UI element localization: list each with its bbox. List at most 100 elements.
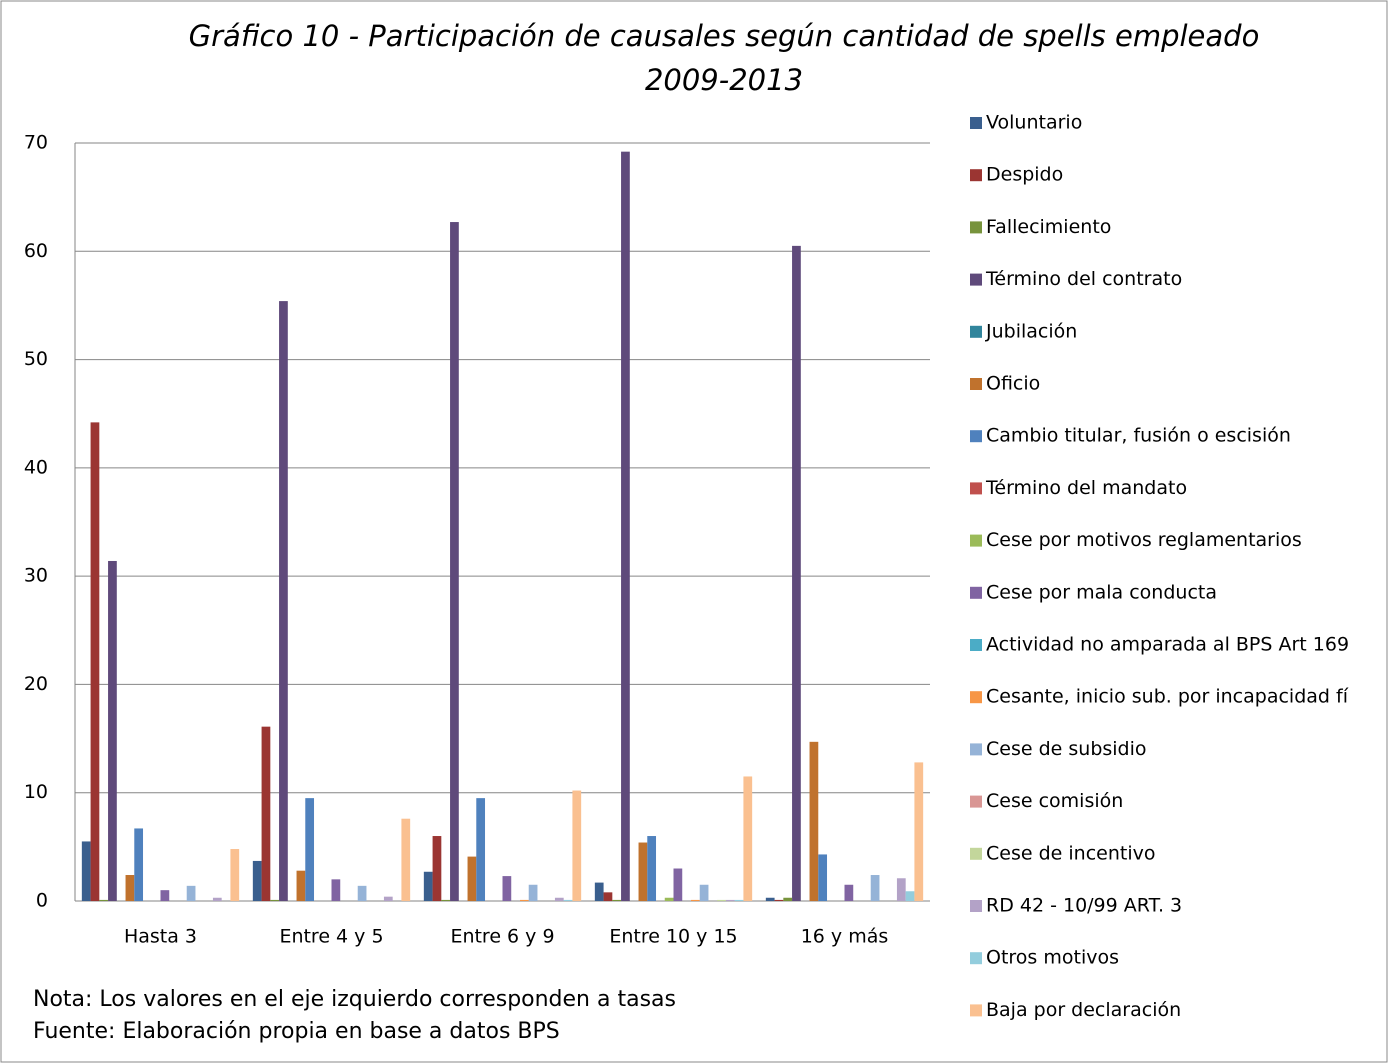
bar	[99, 899, 109, 901]
bar	[90, 422, 100, 901]
bar	[305, 798, 315, 901]
bar	[270, 899, 280, 901]
bar	[572, 790, 582, 901]
note: Nota: Los valores en el eje izquierdo co…	[33, 987, 676, 1012]
bar	[432, 836, 442, 901]
x-tick-label: Entre 4 y 5	[279, 926, 383, 948]
bar	[690, 899, 700, 901]
bar	[108, 560, 117, 901]
x-tick-label: 16 y más	[801, 926, 889, 948]
legend-label: Jubilación	[985, 320, 1077, 342]
y-tick-label: 10	[24, 781, 48, 803]
legend-swatch	[970, 325, 982, 338]
bar	[467, 856, 477, 901]
legend-label: Cesante, inicio sub. por incapacidad fí	[986, 686, 1349, 708]
legend-label: Cese de incentivo	[986, 842, 1155, 864]
bar	[160, 890, 170, 901]
bar	[401, 818, 411, 901]
legend-swatch	[970, 952, 982, 965]
y-tick-label: 60	[24, 240, 48, 262]
x-tick-label: Entre 10 y 15	[609, 926, 737, 948]
legend-swatch	[970, 639, 982, 651]
bar	[774, 899, 784, 901]
y-tick-label: 20	[24, 673, 48, 695]
bar	[502, 876, 512, 901]
bar	[809, 741, 819, 901]
bar	[783, 897, 793, 901]
bar	[638, 842, 648, 901]
legend-label: Actividad no amparada al BPS Art 169	[986, 634, 1349, 656]
legend-label: Cese por mala conducta	[986, 581, 1217, 603]
bar	[699, 884, 709, 901]
y-tick-label: 0	[36, 890, 48, 912]
bar	[896, 878, 906, 901]
bar	[734, 899, 744, 901]
legend-label: Cambio titular, fusión o escisión	[986, 425, 1291, 447]
legend-swatch	[970, 117, 982, 129]
bar	[844, 884, 854, 901]
note: Fuente: Elaboración propia en base a dat…	[33, 1019, 560, 1044]
legend-swatch	[970, 534, 982, 547]
x-tick-label: Entre 6 y 9	[450, 926, 554, 948]
legend-label: Término del contrato	[985, 268, 1182, 290]
legend-swatch	[970, 691, 982, 704]
bar	[383, 896, 393, 901]
chart-title: Gráfico 10 - Participación de causales s…	[189, 19, 1260, 53]
bar	[818, 854, 828, 901]
bar	[212, 897, 222, 901]
bar	[603, 892, 613, 901]
bar	[743, 776, 753, 901]
bar	[357, 885, 367, 901]
bar	[81, 841, 91, 901]
bar	[792, 245, 801, 901]
bar	[647, 836, 657, 901]
y-tick-label: 50	[24, 348, 48, 370]
bar	[870, 875, 880, 901]
bar	[612, 899, 622, 901]
bar	[765, 897, 775, 901]
legend-label: Oficio	[986, 373, 1040, 395]
bar	[914, 762, 924, 901]
bar	[528, 884, 538, 901]
bar	[673, 868, 683, 901]
legend-swatch	[970, 847, 982, 860]
y-tick-label: 30	[24, 565, 48, 587]
bar	[905, 891, 915, 901]
bar	[450, 222, 459, 901]
bar	[664, 897, 674, 901]
y-tick-label: 70	[24, 132, 48, 154]
legend-label: Cese por motivos reglamentarios	[986, 529, 1302, 551]
bar	[230, 849, 240, 901]
bar	[594, 882, 604, 901]
bar	[717, 899, 726, 901]
legend-swatch	[970, 743, 982, 756]
legend-label: Baja por declaración	[986, 999, 1181, 1021]
legend-label: RD 42 - 10/99 ART. 3	[986, 895, 1182, 917]
legend-label: Cese comisión	[986, 790, 1123, 812]
legend-label: Despido	[986, 164, 1063, 186]
bar	[441, 899, 451, 901]
bar	[621, 151, 630, 902]
legend-swatch	[970, 900, 982, 912]
legend-swatch	[970, 378, 982, 390]
legend-label: Cese de subsidio	[986, 738, 1147, 760]
legend-swatch	[970, 430, 982, 443]
bar	[186, 885, 196, 901]
bar	[554, 897, 564, 901]
legend-label: Fallecimiento	[986, 216, 1111, 238]
bar	[296, 870, 306, 901]
bar	[125, 875, 135, 901]
bar	[423, 871, 433, 901]
bar	[252, 860, 262, 901]
bar	[134, 828, 144, 901]
legend-label: Otros motivos	[986, 947, 1119, 969]
bar	[279, 301, 288, 901]
chart-subtitle: 2009-2013	[645, 63, 803, 97]
legend-swatch	[970, 586, 982, 599]
bar	[563, 899, 573, 901]
bar	[261, 726, 271, 901]
legend-label: Término del mandato	[985, 477, 1187, 499]
bar	[331, 879, 341, 901]
legend-swatch	[970, 221, 982, 234]
bar	[476, 798, 486, 901]
